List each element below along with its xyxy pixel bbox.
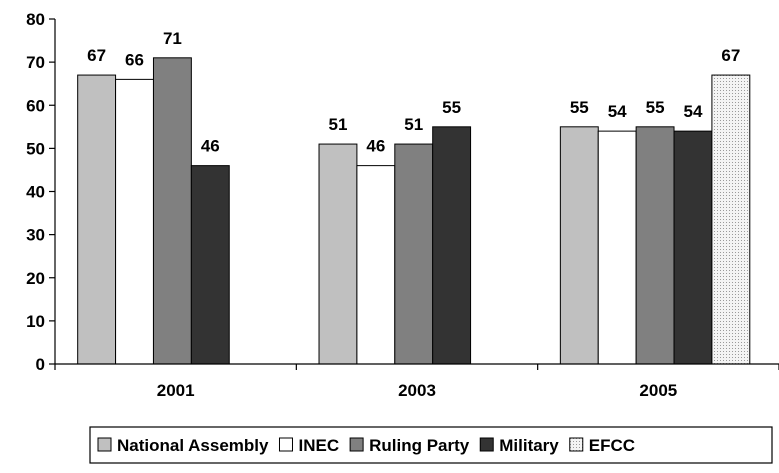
data-label: 55 <box>646 98 665 117</box>
bar-military-2003 <box>432 126 472 365</box>
data-label: 46 <box>366 137 385 156</box>
data-labels: 67 66 71 46 51 46 51 55 55 54 55 54 67 <box>87 29 740 156</box>
bar-efcc-2005 <box>711 74 751 365</box>
bar-national-assembly-2005 <box>559 126 599 365</box>
y-tick-label: 0 <box>36 355 45 374</box>
data-label: 71 <box>163 29 182 48</box>
bar-ruling-party-2001 <box>152 57 192 365</box>
data-label: 51 <box>404 115 423 134</box>
data-label: 55 <box>442 98 461 117</box>
legend-swatch-national-assembly <box>97 437 112 452</box>
y-tick-label: 40 <box>26 183 45 202</box>
y-tick-label: 20 <box>26 269 45 288</box>
x-category-label: 2005 <box>639 381 677 400</box>
y-tick-label: 60 <box>26 96 45 115</box>
x-category-label: 2001 <box>157 381 195 400</box>
data-label: 54 <box>608 102 627 121</box>
data-label: 46 <box>201 137 220 156</box>
data-label: 67 <box>721 46 740 65</box>
legend: National Assembly INEC Ruling Party Militar… <box>89 426 773 464</box>
data-label: 66 <box>125 50 144 69</box>
bar-inec-2003 <box>356 165 396 365</box>
bar-ruling-party-2005 <box>635 126 675 365</box>
y-tick-label: 30 <box>26 226 45 245</box>
data-label: 51 <box>329 115 348 134</box>
x-category-label: 2003 <box>398 381 436 400</box>
y-tick-label: 70 <box>26 53 45 72</box>
legend-swatch-inec <box>278 437 293 452</box>
legend-swatch-military <box>479 437 494 452</box>
bar-ruling-party-2003 <box>394 143 434 365</box>
data-label: 67 <box>87 46 106 65</box>
legend-label: Ruling Party <box>369 436 470 455</box>
y-axis: 0 10 20 30 40 50 60 70 80 <box>26 10 56 374</box>
legend-label: INEC <box>298 436 339 455</box>
legend-swatch-ruling-party <box>349 437 364 452</box>
y-tick-label: 80 <box>26 10 45 29</box>
bar-inec-2005 <box>597 130 637 365</box>
x-axis: 2001 2003 2005 <box>54 363 779 400</box>
legend-label: Military <box>499 436 559 455</box>
bar-national-assembly-2003 <box>318 143 358 365</box>
bar-national-assembly-2001 <box>77 74 117 365</box>
bar-military-2005 <box>673 130 713 365</box>
legend-label: EFCC <box>589 436 635 455</box>
legend-swatch-efcc <box>569 437 584 452</box>
bar-inec-2001 <box>115 78 154 365</box>
y-tick-label: 50 <box>26 139 45 158</box>
data-label: 55 <box>570 98 589 117</box>
legend-box <box>89 426 773 464</box>
data-label: 54 <box>684 102 703 121</box>
y-tick-label: 10 <box>26 312 45 331</box>
legend-label: National Assembly <box>117 436 269 455</box>
bar-military-2001 <box>190 165 230 365</box>
